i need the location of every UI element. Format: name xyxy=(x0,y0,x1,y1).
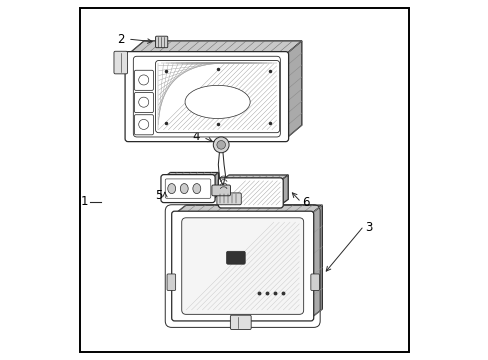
Circle shape xyxy=(213,137,228,153)
FancyBboxPatch shape xyxy=(134,70,153,90)
Text: 4: 4 xyxy=(192,130,200,143)
Ellipse shape xyxy=(167,184,175,194)
Polygon shape xyxy=(280,175,287,205)
Ellipse shape xyxy=(180,184,188,194)
FancyBboxPatch shape xyxy=(217,193,241,205)
Polygon shape xyxy=(212,172,218,200)
Ellipse shape xyxy=(192,184,201,194)
FancyBboxPatch shape xyxy=(218,178,283,208)
Polygon shape xyxy=(163,172,218,177)
Circle shape xyxy=(217,140,225,149)
FancyBboxPatch shape xyxy=(114,51,127,74)
Polygon shape xyxy=(221,175,287,181)
FancyBboxPatch shape xyxy=(134,93,153,113)
Polygon shape xyxy=(174,205,322,214)
FancyBboxPatch shape xyxy=(125,51,288,141)
FancyBboxPatch shape xyxy=(155,36,167,48)
FancyBboxPatch shape xyxy=(182,218,303,314)
Polygon shape xyxy=(285,41,301,139)
FancyBboxPatch shape xyxy=(230,315,251,329)
FancyBboxPatch shape xyxy=(167,274,175,291)
FancyBboxPatch shape xyxy=(134,115,153,135)
Polygon shape xyxy=(310,205,322,318)
Text: 1: 1 xyxy=(81,195,88,208)
Text: 3: 3 xyxy=(365,221,372,234)
FancyBboxPatch shape xyxy=(211,185,230,196)
Ellipse shape xyxy=(184,85,250,118)
FancyBboxPatch shape xyxy=(171,211,313,321)
Text: 6: 6 xyxy=(302,197,309,210)
Text: 5: 5 xyxy=(155,189,163,202)
FancyBboxPatch shape xyxy=(155,60,279,133)
Polygon shape xyxy=(128,41,301,54)
FancyBboxPatch shape xyxy=(310,274,319,291)
Text: 2: 2 xyxy=(117,32,124,46)
FancyBboxPatch shape xyxy=(161,175,215,203)
FancyBboxPatch shape xyxy=(226,251,244,264)
